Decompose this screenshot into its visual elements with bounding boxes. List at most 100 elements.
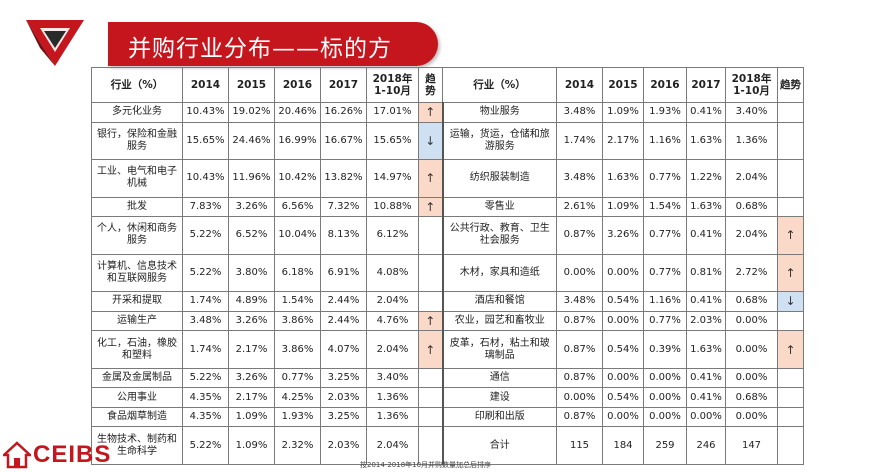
value-cell: 8.13%	[320, 216, 367, 255]
trend-up-icon: ↑	[418, 310, 443, 332]
value-cell: 0.00%	[602, 406, 644, 428]
value-cell: 4.35%	[182, 387, 229, 408]
value-cell: 3.40%	[366, 367, 419, 389]
value-cell: 0.41%	[686, 367, 726, 389]
trend-cell	[777, 406, 804, 428]
value-cell: 1.74%	[182, 330, 229, 369]
trend-cell	[418, 291, 443, 312]
industry-name-cell: 皮革，石材，粘土和玻璃制品	[441, 330, 557, 369]
value-cell: 2.44%	[320, 310, 367, 332]
trend-cell	[777, 310, 804, 332]
value-cell: 7.32%	[320, 196, 367, 218]
industry-name-cell: 物业服务	[441, 102, 557, 123]
value-cell: 3.26%	[228, 367, 275, 389]
value-cell: 0.00%	[556, 387, 603, 408]
value-cell: 1.63%	[686, 330, 726, 369]
industry-name-cell: 建设	[441, 387, 557, 408]
value-cell: 115	[556, 426, 603, 465]
value-cell: 0.00%	[602, 367, 644, 389]
column-header: 2016	[274, 67, 321, 103]
value-cell: 20.46%	[274, 102, 321, 123]
trend-up-icon: ↑	[418, 102, 443, 123]
value-cell: 3.48%	[556, 159, 603, 198]
table-row: 银行，保险和金融服务 15.65% 24.46% 16.99% 16.67% 15.65%…	[91, 121, 804, 161]
value-cell: 16.26%	[320, 102, 367, 123]
column-header: 2017	[320, 67, 367, 103]
value-cell: 0.00%	[725, 367, 778, 389]
value-cell: 5.22%	[182, 426, 229, 465]
value-cell: 2.04%	[725, 216, 778, 255]
logo-text: CEIBS	[33, 441, 112, 468]
value-cell: 1.16%	[643, 291, 687, 312]
value-cell: 1.09%	[602, 102, 644, 123]
column-header: 2015	[228, 67, 275, 103]
ceibs-logo: CEIBS	[3, 441, 143, 469]
value-cell: 0.81%	[686, 253, 726, 293]
value-cell: 1.16%	[643, 121, 687, 161]
value-cell: 3.26%	[602, 216, 644, 255]
value-cell: 1.09%	[228, 406, 275, 428]
value-cell: 2.03%	[320, 387, 367, 408]
industry-name-cell: 通信	[441, 367, 557, 389]
value-cell: 16.99%	[274, 121, 321, 161]
trend-cell	[418, 216, 443, 255]
table-row: 化工，石油，橡胶和塑料 1.74% 2.17% 3.86% 4.07% 2.04% ↑ 皮革，…	[91, 330, 804, 369]
value-cell: 4.08%	[366, 253, 419, 293]
value-cell: 11.96%	[228, 159, 275, 198]
value-cell: 0.77%	[643, 253, 687, 293]
value-cell: 0.00%	[725, 330, 778, 369]
industry-name-cell: 公用事业	[91, 387, 183, 408]
value-cell: 10.04%	[274, 216, 321, 255]
value-cell: 15.65%	[366, 121, 419, 161]
value-cell: 3.48%	[556, 291, 603, 312]
title-banner: 并购行业分布——标的方	[108, 22, 438, 66]
value-cell: 1.36%	[366, 387, 419, 408]
value-cell: 0.68%	[725, 291, 778, 312]
value-cell: 24.46%	[228, 121, 275, 161]
value-cell: 0.00%	[602, 310, 644, 332]
value-cell: 3.25%	[320, 367, 367, 389]
industry-name-cell: 合计	[441, 426, 557, 465]
value-cell: 6.91%	[320, 253, 367, 293]
value-cell: 1.74%	[556, 121, 603, 161]
value-cell: 0.87%	[556, 330, 603, 369]
column-header: 2017	[686, 67, 726, 103]
trend-down-icon: ↓	[777, 291, 804, 312]
value-cell: 2.32%	[274, 426, 321, 465]
value-cell: 17.01%	[366, 102, 419, 123]
industry-name-cell: 金属及金属制品	[91, 367, 183, 389]
value-cell: 0.77%	[643, 216, 687, 255]
value-cell: 1.09%	[602, 196, 644, 218]
value-cell: 4.76%	[366, 310, 419, 332]
trend-cell	[777, 196, 804, 218]
value-cell: 0.68%	[725, 387, 778, 408]
value-cell: 0.00%	[725, 406, 778, 428]
column-header: 2018年 1-10月	[366, 67, 419, 103]
value-cell: 0.41%	[686, 102, 726, 123]
value-cell: 3.26%	[228, 310, 275, 332]
table-header-row: 行业（%） 2014 2015 2016 2017 2018年 1-10月 趋势 行业（%） 2…	[91, 67, 804, 103]
trend-up-icon: ↑	[777, 216, 804, 255]
house-icon	[3, 441, 31, 469]
value-cell: 4.35%	[182, 406, 229, 428]
trend-down-icon: ↓	[418, 121, 443, 161]
value-cell: 6.52%	[228, 216, 275, 255]
value-cell: 0.00%	[686, 406, 726, 428]
value-cell: 1.09%	[228, 426, 275, 465]
industry-distribution-table: 行业（%） 2014 2015 2016 2017 2018年 1-10月 趋势 行业（%） 2…	[91, 67, 804, 465]
value-cell: 1.93%	[643, 102, 687, 123]
trend-up-icon: ↑	[777, 253, 804, 293]
industry-name-cell: 纺织服装制造	[441, 159, 557, 198]
value-cell: 2.44%	[320, 291, 367, 312]
industry-name-cell: 生物技术、制药和生命科学	[91, 426, 183, 465]
value-cell: 0.87%	[556, 367, 603, 389]
value-cell: 0.77%	[274, 367, 321, 389]
table-row: 开采和提取 1.74% 4.89% 1.54% 2.44% 2.04% 酒店和餐馆 3.48%…	[91, 291, 804, 312]
industry-name-cell: 酒店和餐馆	[441, 291, 557, 312]
value-cell: 4.89%	[228, 291, 275, 312]
value-cell: 10.43%	[182, 159, 229, 198]
value-cell: 0.87%	[556, 406, 603, 428]
trend-up-icon: ↑	[418, 159, 443, 198]
value-cell: 1.63%	[602, 159, 644, 198]
industry-name-cell: 运输，货运，仓储和旅游服务	[441, 121, 557, 161]
